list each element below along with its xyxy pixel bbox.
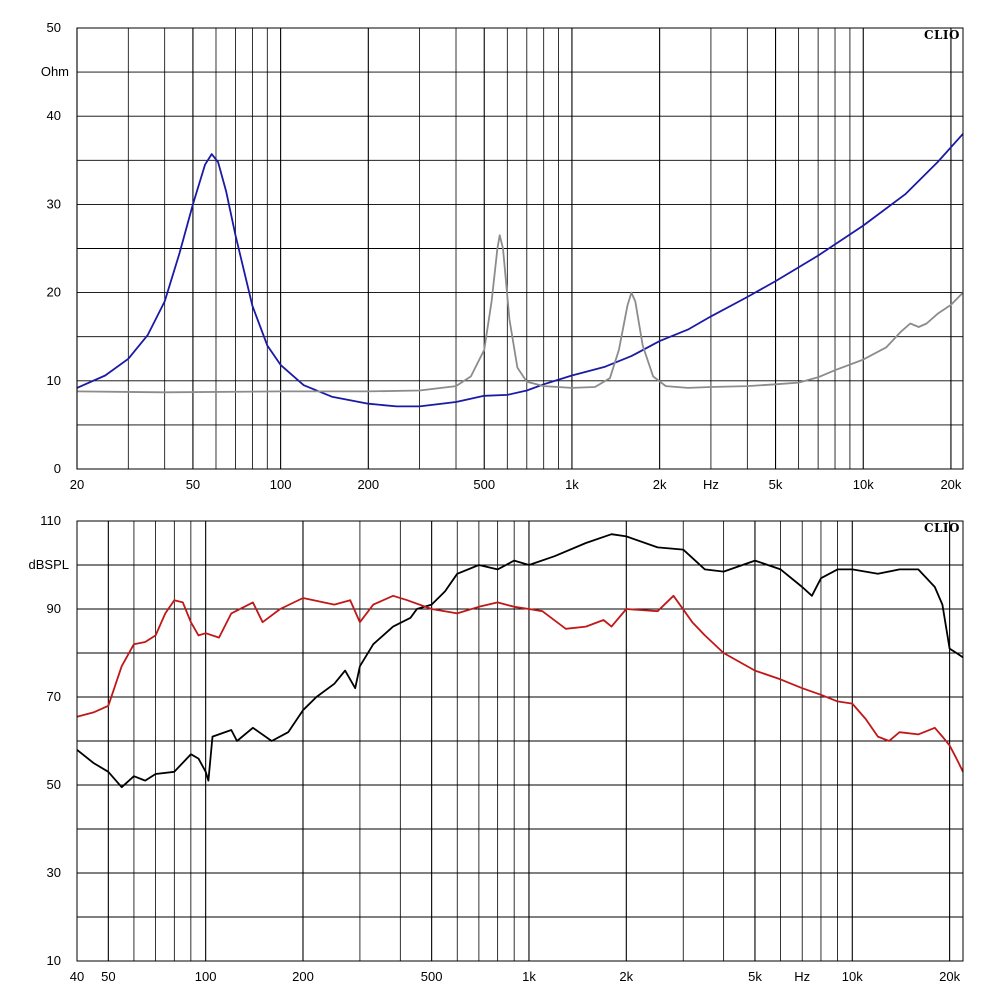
impedance-x-tick-label: 2k (653, 477, 667, 492)
impedance-y-tick-label: 30 (47, 196, 61, 211)
impedance-x-tick-label: 1k (565, 477, 579, 492)
spl-x-tick-labels: 40 50 100 200 500 1k 2k 5k Hz 10k 20k (70, 969, 961, 984)
spl-x-tick-label: Hz (794, 969, 810, 984)
spl-series-line-1 (76, 533, 964, 789)
spl-y-tick-label: 50 (47, 777, 61, 792)
impedance-y-tick-label: 40 (47, 108, 61, 123)
spl-plot-frame (76, 520, 964, 962)
spl-brand-label: CLIO (924, 521, 960, 535)
spl-y-tick-labels: 10 30 50 70 90 110 (40, 513, 61, 968)
impedance-y-axis-label: Ohm (41, 64, 69, 79)
impedance-x-tick-label: 200 (357, 477, 379, 492)
spl-y-tick-label: 90 (47, 601, 61, 616)
impedance-grid (76, 27, 963, 470)
impedance-y-tick-labels: 0 10 20 30 40 50 (47, 20, 61, 476)
spl-y-axis-label: dBSPL (29, 557, 69, 572)
impedance-brand-label: CLIO (924, 28, 960, 42)
spl-x-tick-label: 20k (939, 969, 960, 984)
spl-x-tick-label: 2k (619, 969, 633, 984)
spl-x-tick-label: 5k (748, 969, 762, 984)
spl-x-tick-label: 10k (842, 969, 863, 984)
spl-chart: 10 30 50 70 90 110 40 50 100 200 500 1k 2k 5k Hz 10k 20… (29, 513, 964, 984)
impedance-x-tick-label: 10k (853, 477, 874, 492)
spl-x-tick-label: 500 (421, 969, 443, 984)
spl-y-tick-label: 10 (47, 953, 61, 968)
spl-series (76, 533, 964, 789)
spl-x-tick-label: 50 (101, 969, 115, 984)
spl-grid (76, 520, 963, 962)
impedance-y-tick-label: 50 (47, 20, 61, 35)
spl-x-tick-label: 40 (70, 969, 84, 984)
impedance-series-line-1 (76, 133, 964, 408)
impedance-plot-frame (76, 27, 964, 470)
spl-y-tick-label: 30 (47, 865, 61, 880)
impedance-series (76, 133, 964, 408)
impedance-series-line-2 (76, 234, 964, 394)
impedance-y-tick-label: 0 (54, 461, 61, 476)
spl-x-tick-label: 200 (292, 969, 314, 984)
impedance-y-tick-label: 20 (47, 285, 61, 300)
impedance-x-tick-labels: 20 50 100 200 500 1k 2k Hz 5k 10k 20k (70, 477, 962, 492)
impedance-x-tick-label: 50 (186, 477, 200, 492)
spl-series-line-2 (76, 594, 964, 773)
impedance-x-tick-label: 20 (70, 477, 84, 492)
impedance-y-tick-label: 10 (47, 373, 61, 388)
impedance-x-tick-label: 100 (270, 477, 292, 492)
spl-x-tick-label: 1k (522, 969, 536, 984)
impedance-x-tick-label: 5k (769, 477, 783, 492)
spl-x-tick-label: 100 (195, 969, 217, 984)
impedance-x-tick-label: 500 (473, 477, 495, 492)
impedance-x-tick-label: 20k (940, 477, 961, 492)
impedance-x-tick-label: Hz (703, 477, 719, 492)
spl-y-tick-label: 110 (40, 513, 61, 528)
spl-y-tick-label: 70 (47, 689, 61, 704)
